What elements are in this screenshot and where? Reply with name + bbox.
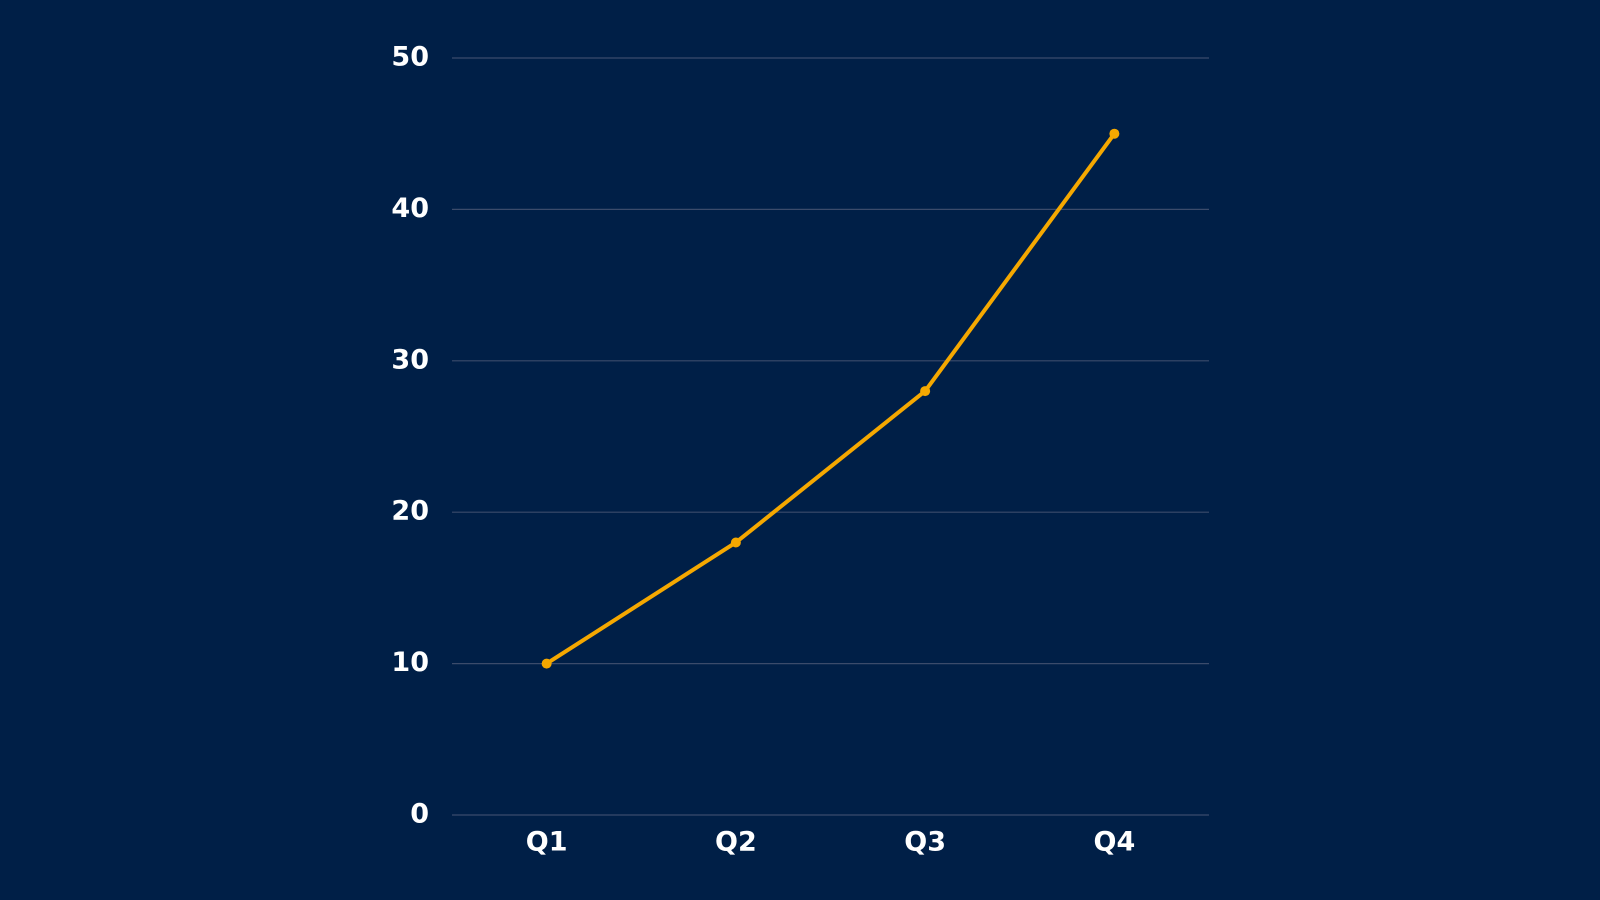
point [730, 537, 741, 548]
y-tick-label: 50 [391, 42, 429, 73]
y-tick-label: 10 [391, 647, 429, 678]
y-tick-label: 0 [410, 799, 429, 830]
x-tick-label: Q4 [1094, 827, 1136, 858]
x-tick-label: Q2 [715, 827, 757, 858]
point [920, 386, 931, 397]
y-tick-label: 40 [391, 193, 429, 224]
x-tick-label: Q1 [526, 827, 568, 858]
point [1109, 128, 1120, 139]
y-tick-label: 20 [391, 496, 429, 527]
x-tick-label: Q3 [904, 827, 946, 858]
point [541, 658, 552, 669]
y-tick-label: 30 [391, 344, 429, 375]
line-series [545, 132, 1116, 666]
